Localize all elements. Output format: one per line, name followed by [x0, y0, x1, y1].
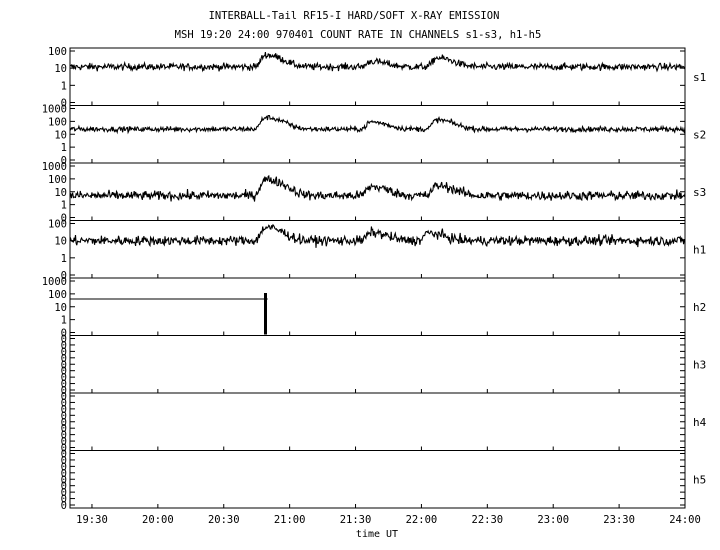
y-tick-label-h5-3: 0	[61, 468, 67, 480]
y-tick-label-h1-2: 1	[61, 253, 67, 265]
y-tick-label-h3-7: 0	[61, 379, 67, 391]
x-tick-label-2: 20:30	[208, 514, 240, 526]
y-tick-label-h5-6: 0	[61, 487, 67, 499]
y-tick-label-h5-7: 0	[61, 494, 67, 506]
x-tick-label-6: 22:30	[472, 514, 504, 526]
series-spike-h2	[264, 293, 267, 335]
x-tick-label-7: 23:00	[537, 514, 569, 526]
channel-label-h1: h1	[693, 243, 706, 256]
y-tick-label-h2-3: 1	[61, 315, 67, 327]
y-tick-label-h4-5: 0	[61, 423, 67, 435]
y-tick-label-h4-6: 0	[61, 430, 67, 442]
y-tick-label-s3-3: 1	[61, 200, 67, 212]
y-tick-label-s1-3: 0	[61, 98, 67, 110]
series-line-h1	[69, 223, 686, 248]
x-tick-label-4: 21:30	[340, 514, 372, 526]
y-tick-label-h3-4: 0	[61, 359, 67, 371]
series-line-s1	[69, 52, 686, 73]
chart-title: INTERBALL-Tail RF15-I HARD/SOFT X-RAY EM…	[209, 10, 500, 22]
y-tick-label-h4-7: 0	[61, 436, 67, 448]
y-tick-label-h4-8: 0	[61, 443, 67, 455]
y-tick-label-s2-0: 1000	[42, 104, 67, 116]
y-tick-label-h1-0: 100	[48, 219, 67, 231]
channel-label-h5: h5	[693, 473, 706, 486]
y-tick-label-h3-3: 0	[61, 353, 67, 365]
y-tick-label-s1-2: 1	[61, 80, 67, 92]
series-line-s2	[69, 114, 686, 135]
y-tick-label-s3-2: 10	[54, 187, 67, 199]
y-tick-label-h5-8: 0	[61, 500, 67, 512]
y-tick-label-s3-1: 100	[48, 174, 67, 186]
y-tick-label-h2-2: 10	[54, 302, 67, 314]
chart-panels: s11001010s210001001010s310001001010h1100…	[42, 46, 707, 526]
y-tick-label-s2-3: 1	[61, 142, 67, 154]
y-tick-label-h2-4: 0	[61, 328, 67, 340]
y-tick-label-h5-0: 0	[61, 449, 67, 461]
channel-label-s3: s3	[693, 186, 706, 199]
y-tick-label-h4-1: 0	[61, 397, 67, 409]
x-tick-label-5: 22:00	[406, 514, 438, 526]
channel-label-h4: h4	[693, 416, 707, 429]
x-tick-label-0: 19:30	[76, 514, 108, 526]
y-tick-label-h5-4: 0	[61, 474, 67, 486]
y-tick-label-h3-0: 0	[61, 334, 67, 346]
y-tick-label-h3-6: 0	[61, 372, 67, 384]
y-tick-label-h3-8: 0	[61, 385, 67, 397]
x-axis-label: time UT	[356, 529, 398, 540]
y-tick-label-h3-1: 0	[61, 340, 67, 352]
channel-label-s1: s1	[693, 71, 706, 84]
y-tick-label-h5-1: 0	[61, 455, 67, 467]
y-tick-label-s1-0: 100	[48, 46, 67, 58]
y-tick-label-h2-1: 100	[48, 289, 67, 301]
y-tick-label-h3-5: 0	[61, 366, 67, 378]
y-tick-label-h3-2: 0	[61, 346, 67, 358]
x-tick-label-9: 24:00	[669, 514, 701, 526]
x-tick-label-1: 20:00	[142, 514, 174, 526]
y-tick-label-s2-1: 100	[48, 116, 67, 128]
y-tick-label-h4-2: 0	[61, 404, 67, 416]
y-tick-label-h5-2: 0	[61, 461, 67, 473]
y-tick-label-h4-0: 0	[61, 391, 67, 403]
channel-label-h2: h2	[693, 301, 706, 314]
y-tick-label-s3-0: 1000	[42, 161, 67, 173]
y-tick-label-s2-2: 10	[54, 129, 67, 141]
y-tick-label-h1-1: 10	[54, 236, 67, 248]
y-tick-label-h1-3: 0	[61, 270, 67, 282]
x-tick-label-8: 23:30	[603, 514, 635, 526]
y-tick-label-h4-4: 0	[61, 417, 67, 429]
y-tick-label-s2-4: 0	[61, 155, 67, 167]
y-tick-label-s3-4: 0	[61, 213, 67, 225]
chart-subtitle: MSH 19:20 24:00 970401 COUNT RATE IN CHA…	[175, 29, 542, 41]
y-tick-label-h2-0: 1000	[42, 276, 67, 288]
y-tick-label-h4-3: 0	[61, 410, 67, 422]
series-line-s3	[69, 174, 686, 202]
channel-label-h3: h3	[693, 358, 706, 371]
y-tick-label-h5-5: 0	[61, 481, 67, 493]
x-tick-label-3: 21:00	[274, 514, 306, 526]
channel-label-s2: s2	[693, 128, 706, 141]
y-tick-label-s1-1: 10	[54, 63, 67, 75]
